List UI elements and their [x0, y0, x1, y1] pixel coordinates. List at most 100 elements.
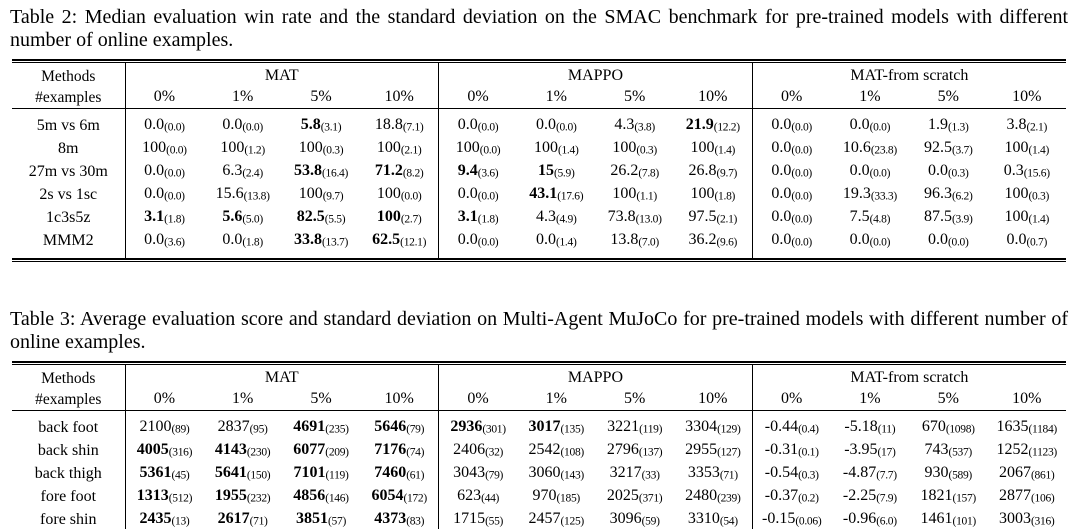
- cell-value: 100: [298, 139, 323, 156]
- data-cell: 3851(57): [282, 509, 360, 529]
- cell-std-deviation: (185): [556, 492, 581, 505]
- cell-std-deviation: (1.2): [244, 144, 265, 157]
- data-cell: 0.0(0.0): [438, 230, 518, 258]
- data-cell: 0.0(0.0): [124, 161, 204, 184]
- cell-std-deviation: (13.0): [635, 213, 662, 226]
- cell-value: 1635: [996, 418, 1029, 435]
- data-cell: 71.2(8.2): [360, 161, 438, 184]
- data-cell: 0.0(0.0): [124, 108, 204, 138]
- data-cell: 0.0(0.0): [751, 108, 831, 138]
- data-cell: 26.8(9.7): [674, 161, 752, 184]
- cell-std-deviation: (0.0): [479, 144, 501, 157]
- row-label: back shin: [37, 442, 99, 460]
- cell-std-deviation: (7.1): [402, 121, 424, 134]
- data-cell: 4.3(4.9): [517, 207, 595, 230]
- cell-std-deviation: (0.3): [322, 144, 344, 157]
- cell-value: 1.9: [927, 116, 948, 133]
- cell-std-deviation: (1.8): [242, 236, 263, 249]
- data-cell: 21.9(12.2): [674, 109, 752, 139]
- cell-std-deviation: (74): [406, 446, 425, 459]
- cell-std-deviation: (12.1): [400, 236, 427, 249]
- cell-value: 0.3: [1003, 162, 1024, 179]
- cell-std-deviation: (3.7): [951, 144, 973, 157]
- cell-std-deviation: (0.0): [164, 167, 185, 180]
- row-label: 2s vs 1sc: [39, 186, 98, 204]
- cell-value: 19.3: [842, 185, 871, 202]
- cell-std-deviation: (230): [246, 446, 271, 459]
- table3: Methods #examples MAT MAPPO MAT-from scratch…: [12, 361, 1066, 529]
- cell-std-deviation: (1.4): [557, 144, 579, 157]
- data-cell: 3.1(1.8): [124, 207, 204, 230]
- cell-std-deviation: (235): [325, 423, 349, 436]
- data-cell: 100(0.0): [124, 138, 204, 161]
- cell-value: 3.1: [144, 208, 165, 225]
- cell-value: 5.8: [300, 116, 321, 133]
- data-cell: 2796(137): [595, 440, 673, 463]
- cell-value: 100: [220, 139, 245, 156]
- cell-value: 100: [142, 139, 167, 156]
- cell-value: 1461: [920, 510, 953, 527]
- data-cell: 970(185): [517, 486, 595, 509]
- data-cell: 92.5(3.7): [909, 138, 987, 161]
- method-group-header: MAT-from scratch: [751, 63, 1066, 86]
- cell-std-deviation: (0.0): [164, 121, 185, 134]
- percent-header: 1%: [830, 388, 910, 411]
- table3-section: Table 3: Average evaluation score and st…: [10, 308, 1068, 529]
- data-cell: 73.8(13.0): [595, 207, 673, 230]
- cell-std-deviation: (57): [328, 515, 346, 528]
- table3-caption: Table 3: Average evaluation score and st…: [10, 308, 1068, 353]
- data-cell: 100(2.1): [360, 138, 438, 161]
- cell-std-deviation: (5.5): [324, 213, 346, 226]
- data-cell: -2.25(7.9): [831, 486, 909, 509]
- cell-std-deviation: (33): [641, 469, 660, 482]
- data-cell: 0.0(0.7): [987, 230, 1066, 258]
- cell-value: 100: [1004, 208, 1029, 225]
- cell-std-deviation: (0.0): [869, 236, 891, 249]
- data-cell: 0.0(0.0): [517, 109, 595, 139]
- cell-std-deviation: (3.9): [951, 213, 973, 226]
- cell-value: 3096: [609, 510, 642, 527]
- cell-value: 0.0: [144, 116, 165, 133]
- percent-header: 1%: [830, 86, 910, 109]
- cell-std-deviation: (0.2): [798, 492, 819, 505]
- cell-value: 0.0: [849, 231, 870, 248]
- data-cell: 100(0.3): [282, 138, 360, 161]
- table-row: 2s vs 1sc 0.0(0.0) 15.6(13.8) 100(9.7) 100(0…: [12, 184, 1066, 207]
- cell-std-deviation: (146): [325, 492, 349, 505]
- cell-std-deviation: (1098): [945, 423, 975, 436]
- cell-value: 0.0: [771, 185, 792, 202]
- cell-std-deviation: (1184): [1028, 423, 1058, 436]
- cell-value: 7101: [293, 464, 326, 481]
- cell-value: 100: [1004, 185, 1029, 202]
- row-label: back thigh: [34, 465, 102, 483]
- cell-std-deviation: (172): [403, 492, 427, 505]
- cell-std-deviation: (55): [485, 515, 504, 528]
- cell-std-deviation: (1.8): [477, 213, 499, 226]
- cell-std-deviation: (11): [877, 423, 896, 436]
- percent-header-row: 0% 1% 5% 10% 0% 1% 5% 10% 0% 1% 5% 10%: [12, 388, 1066, 411]
- data-cell: -0.31(0.1): [751, 440, 831, 463]
- cell-value: 43.1: [529, 185, 558, 202]
- data-cell: 100(1.4): [987, 138, 1066, 161]
- cell-std-deviation: (54): [719, 515, 738, 528]
- cell-value: -0.31: [764, 441, 799, 458]
- data-cell: 1635(1184): [987, 411, 1066, 441]
- cell-std-deviation: (5.9): [553, 167, 575, 180]
- cell-std-deviation: (7.8): [638, 167, 659, 180]
- data-cell: 0.0(0.0): [203, 109, 281, 139]
- data-cell: 0.0(3.6): [124, 230, 204, 258]
- data-cell: -5.18(11): [831, 411, 909, 441]
- cell-value: 5361: [139, 464, 172, 481]
- data-cell: 5641(150): [203, 463, 281, 486]
- cell-value: 0.0: [457, 116, 478, 133]
- cell-value: 2480: [685, 487, 718, 504]
- data-cell: 0.0(0.0): [831, 230, 909, 258]
- data-cell: 100(1.2): [203, 138, 281, 161]
- percent-header: 10%: [673, 388, 753, 411]
- cell-value: 0.0: [457, 185, 478, 202]
- data-cell: 743(537): [909, 440, 987, 463]
- data-cell: 7176(74): [360, 440, 438, 463]
- cell-value: -0.37: [764, 487, 799, 504]
- data-cell: 2067(861): [987, 463, 1066, 486]
